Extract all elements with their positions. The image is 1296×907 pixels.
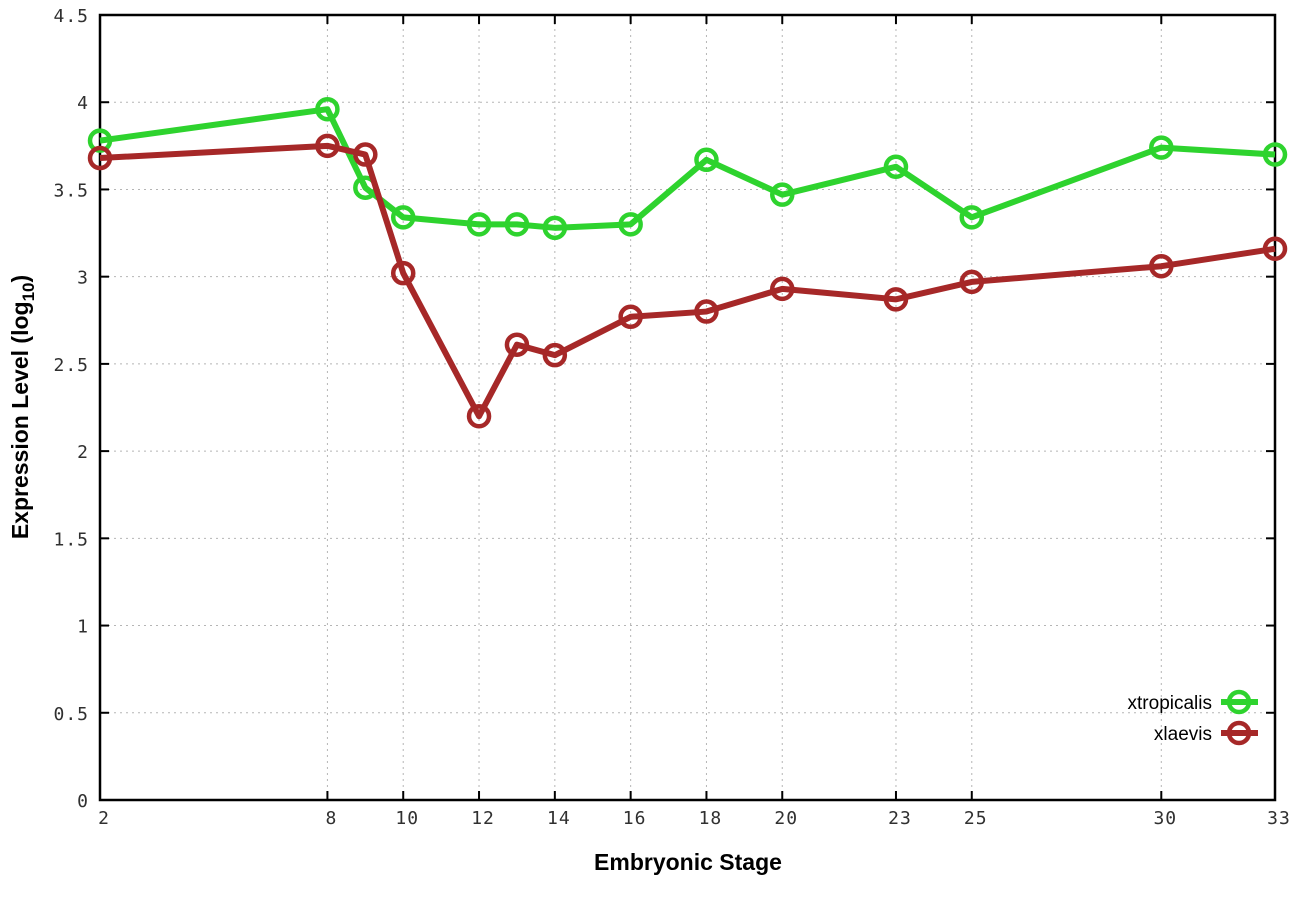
- data-point-xtropicalis: [87, 128, 113, 153]
- data-point-xlaevis: [770, 276, 795, 302]
- legend-label-xlaevis: xlaevis: [1154, 724, 1212, 745]
- data-point-xtropicalis: [504, 212, 530, 237]
- data-point-xlaevis: [353, 142, 378, 167]
- y-tick-label: 1.5: [53, 529, 89, 550]
- y-tick-label: 2: [77, 442, 89, 463]
- y-tick-label: 1: [77, 617, 89, 638]
- data-point-xtropicalis: [466, 212, 492, 237]
- data-point-xlaevis: [618, 304, 643, 330]
- legend-label-xtropicalis: xtropicalis: [1128, 693, 1212, 714]
- data-point-xlaevis: [542, 342, 568, 368]
- x-tick-label: 8: [325, 808, 337, 829]
- tick-marks: [100, 15, 1275, 800]
- data-point-xlaevis: [466, 403, 492, 429]
- x-tick-label: 12: [471, 808, 495, 829]
- data-point-xlaevis: [883, 287, 909, 312]
- data-point-xtropicalis: [1149, 135, 1174, 160]
- y-tick-label: 0: [77, 791, 89, 812]
- gridlines: [102, 17, 1273, 798]
- tick-labels: 2 8 10 12 14 16 18 20 23 25 30 33 0 0.5 1 1.5 2 2.5 3 3.5 4 4…: [53, 6, 1291, 829]
- y-axis-title-suffix: ): [7, 275, 33, 283]
- y-tick-label: 0.5: [53, 704, 89, 725]
- y-axis-title: Expression Level (log10): [7, 275, 38, 539]
- data-point-xtropicalis: [315, 96, 340, 122]
- data-point-xlaevis: [504, 332, 530, 357]
- data-point-xtropicalis: [694, 147, 719, 173]
- legend-marker-xtropicalis: [1226, 689, 1252, 715]
- data-point-xtropicalis: [883, 154, 909, 180]
- y-tick-label: 2.5: [53, 355, 89, 376]
- data-point-xtropicalis: [770, 182, 795, 207]
- x-tick-label: 18: [699, 808, 723, 829]
- x-tick-label: 23: [888, 808, 912, 829]
- legend: xtropicalis xlaevis: [1128, 689, 1258, 746]
- series-lines: [87, 96, 1288, 429]
- x-tick-label: 33: [1267, 808, 1291, 829]
- x-axis-title: Embryonic Stage: [594, 849, 782, 875]
- data-point-xtropicalis: [1262, 142, 1288, 167]
- data-point-xtropicalis: [542, 215, 568, 241]
- data-point-xlaevis: [1262, 236, 1288, 262]
- series-line-xtropicalis: [99, 106, 1276, 231]
- plot-border-box: [98, 13, 1277, 802]
- data-point-xtropicalis: [959, 205, 985, 230]
- data-point-xlaevis: [390, 260, 416, 286]
- x-tick-label: 25: [964, 808, 988, 829]
- data-point-xlaevis: [315, 133, 340, 159]
- x-tick-label: 2: [98, 808, 110, 829]
- x-tick-label: 30: [1153, 808, 1177, 829]
- data-point-xtropicalis: [618, 212, 643, 237]
- y-tick-label: 4.5: [53, 6, 89, 27]
- plot-border: [98, 13, 1277, 802]
- x-tick-label: 20: [774, 808, 798, 829]
- y-axis-title-text: Expression Level (log: [7, 301, 33, 539]
- x-tick-label: 16: [623, 808, 647, 829]
- data-point-xlaevis: [87, 145, 113, 171]
- y-tick-label: 3: [77, 268, 89, 289]
- x-tick-label: 14: [547, 808, 571, 829]
- y-axis-title-subscript: 10: [19, 283, 38, 302]
- y-tick-label: 3.5: [53, 180, 89, 201]
- data-point-xlaevis: [959, 269, 985, 295]
- x-tick-label: 10: [395, 808, 419, 829]
- data-point-xtropicalis: [390, 205, 416, 230]
- data-point-xlaevis: [1149, 253, 1174, 279]
- series-line-xlaevis: [99, 142, 1276, 420]
- y-tick-label: 4: [77, 93, 89, 114]
- legend-marker-xlaevis: [1226, 720, 1252, 746]
- data-point-xlaevis: [694, 299, 719, 324]
